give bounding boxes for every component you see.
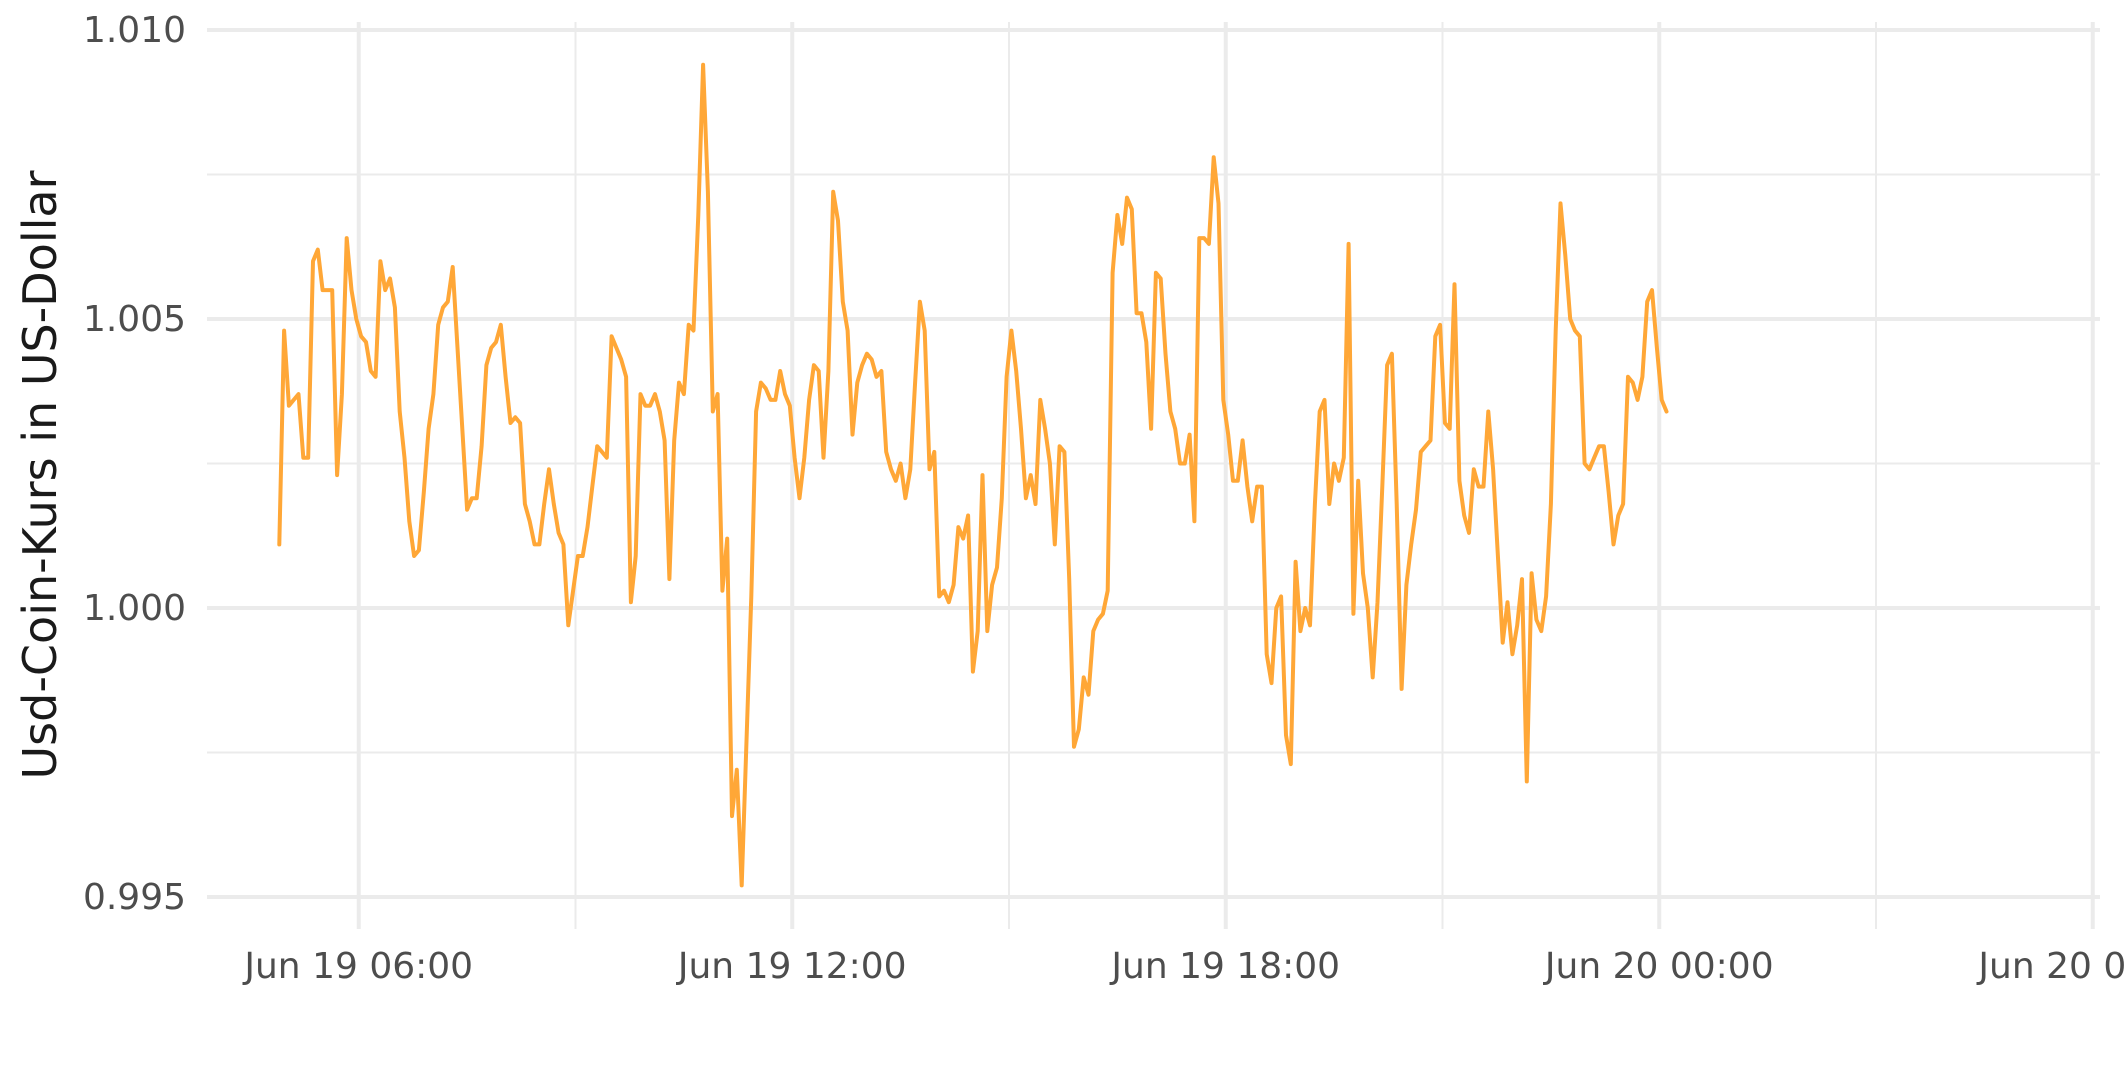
- y-tick-label: 1.010: [83, 10, 186, 51]
- x-tick-label: Jun 19 18:00: [1109, 946, 1340, 987]
- series-line-0: [277, 62, 1669, 888]
- series-layer: [277, 62, 1669, 888]
- y-tick-label: 0.995: [83, 877, 186, 918]
- x-tick-label: Jun 19 06:00: [242, 946, 473, 987]
- x-tick-label: Jun 20 00:00: [1543, 946, 1774, 987]
- y-tick-label: 1.005: [83, 299, 186, 340]
- x-tick-label: Jun 19 12:00: [676, 946, 907, 987]
- grid: [207, 22, 2100, 929]
- x-axis-ticks: Jun 19 06:00 Jun 19 12:00 Jun 19 18:00 Jun …: [242, 946, 2125, 987]
- y-axis-title: Usd-Coin-Kurs in US-Dollar: [13, 170, 67, 779]
- y-tick-label: 1.000: [83, 588, 186, 629]
- x-tick-label: Jun 20 06:00: [1976, 946, 2125, 987]
- y-axis-ticks: 0.995 1.000 1.005 1.010: [83, 10, 186, 918]
